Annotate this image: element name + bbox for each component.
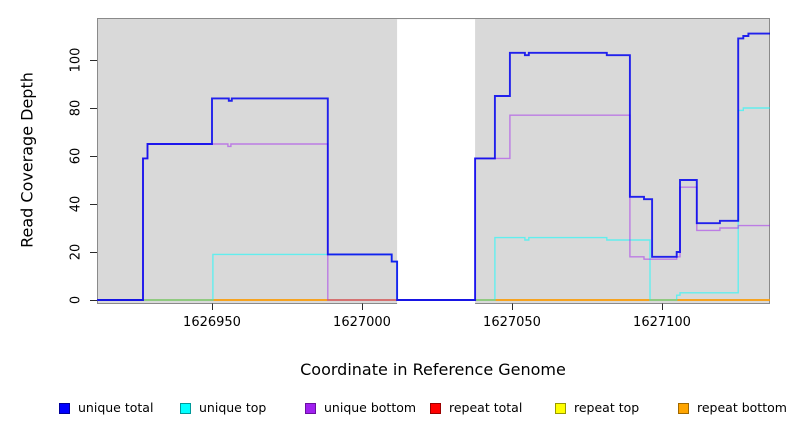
series-line-unique-total: [97, 32, 770, 301]
legend-swatch-icon: [305, 402, 316, 414]
series-line-unique-bottom: [97, 114, 770, 301]
x-tick-label: 1626950: [183, 315, 241, 330]
legend-swatch-icon: [430, 402, 441, 414]
y-tick-label: 100: [68, 47, 84, 73]
legend-swatch-icon: [555, 402, 566, 414]
y-tick-label: 0: [68, 295, 84, 305]
legend-label: unique top: [199, 400, 267, 415]
legend-item-unique-top: unique top: [180, 401, 266, 415]
legend-item-unique-total: unique total: [59, 401, 153, 415]
x-tick-label: 1627000: [333, 315, 391, 330]
legend-swatch-icon: [59, 402, 70, 414]
legend-label: unique total: [78, 400, 154, 415]
legend-label: repeat bottom: [697, 400, 787, 415]
y-tick-label: 60: [68, 147, 84, 165]
legend-label: repeat total: [449, 400, 523, 415]
y-tick-label: 20: [68, 243, 84, 261]
y-tick-label: 40: [68, 195, 84, 213]
legend-item-repeat-top: repeat top: [555, 401, 639, 415]
legend-swatch-icon: [180, 402, 191, 414]
x-tick-label: 1627050: [483, 315, 541, 330]
x-axis-title: Coordinate in Reference Genome: [300, 360, 566, 379]
y-axis-title: Read Coverage Depth: [17, 72, 37, 248]
legend-swatch-icon: [678, 402, 689, 414]
x-tick-label: 1627100: [633, 315, 691, 330]
y-tick-label: 80: [68, 99, 84, 117]
legend-item-unique-bottom: unique bottom: [305, 401, 416, 415]
masked-region: [397, 19, 476, 312]
legend-item-repeat-total: repeat total: [430, 401, 522, 415]
legend-item-repeat-bottom: repeat bottom: [678, 401, 787, 415]
legend-label: repeat top: [574, 400, 640, 415]
legend-label: unique bottom: [324, 400, 417, 415]
